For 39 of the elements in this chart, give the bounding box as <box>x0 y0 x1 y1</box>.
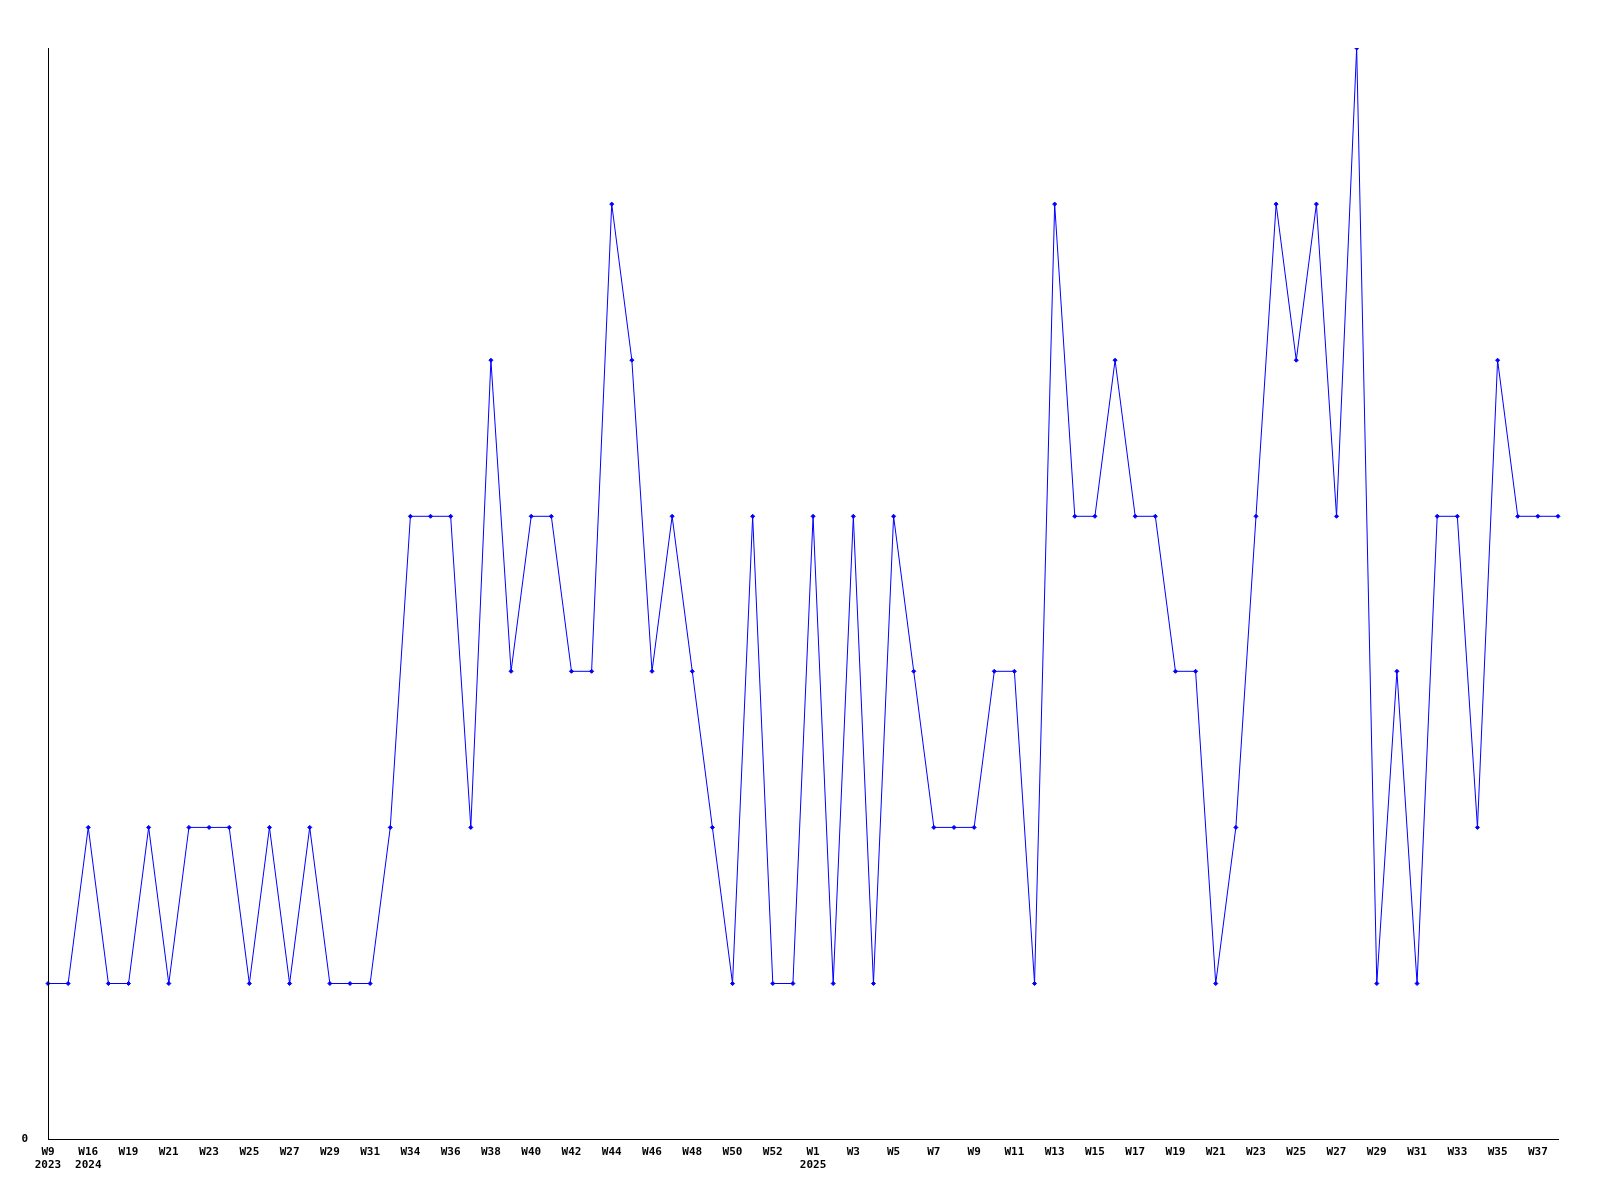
x-tick-label: W48 <box>682 1145 703 1159</box>
x-tick-label: W46 <box>642 1145 663 1159</box>
x-tick-label: W35 <box>1487 1145 1508 1159</box>
x-tick-label: W37 <box>1527 1145 1548 1159</box>
x-tick-label: W7 <box>927 1145 941 1159</box>
x-tick-label: W19 <box>1165 1145 1186 1159</box>
x-tick-label: W27 <box>1326 1145 1347 1159</box>
text: 0 <box>21 1132 28 1146</box>
x-tick-label: W23 <box>199 1145 219 1159</box>
x-tick-label: W9 2023 <box>34 1145 62 1172</box>
x-tick-label: W16 2024 <box>75 1145 102 1172</box>
x-tick-label: W13 <box>1044 1145 1065 1159</box>
x-tick-label: W38 <box>481 1145 501 1159</box>
x-tick-label: W52 <box>762 1145 783 1159</box>
x-tick-label: W29 <box>319 1145 340 1159</box>
x-tick-label: W50 <box>722 1145 743 1159</box>
x-tick-label: W15 <box>1085 1145 1105 1159</box>
x-tick-label: W19 <box>118 1145 139 1159</box>
x-tick-label: W34 <box>400 1145 421 1159</box>
x-tick-label: W3 <box>846 1145 860 1159</box>
x-tick-label: W33 <box>1447 1145 1468 1159</box>
x-tick-label: W40 <box>521 1145 542 1159</box>
x-tick-label: W42 <box>561 1145 582 1159</box>
x-tick-label: W11 <box>1004 1145 1025 1159</box>
x-tick-label: W31 <box>360 1145 381 1159</box>
x-tick-label: W25 <box>1286 1145 1307 1159</box>
x-tick-label: W9 <box>967 1145 981 1159</box>
x-tick-label: W21 <box>1205 1145 1227 1159</box>
x-tick-label: W29 <box>1366 1145 1387 1159</box>
x-tick-label: W31 <box>1407 1145 1428 1159</box>
x-tick-label: W23 <box>1246 1145 1266 1159</box>
x-tick-label: W36 <box>440 1145 461 1159</box>
x-tick-label: W25 <box>239 1145 260 1159</box>
x-tick-label: W21 <box>158 1145 180 1159</box>
x-tick-label: W27 <box>279 1145 300 1159</box>
x-tick-label: W44 <box>601 1145 623 1159</box>
x-tick-label: W5 <box>886 1145 901 1159</box>
x-tick-label: W1 2025 <box>799 1145 827 1172</box>
x-tick-label: W17 <box>1125 1145 1146 1159</box>
